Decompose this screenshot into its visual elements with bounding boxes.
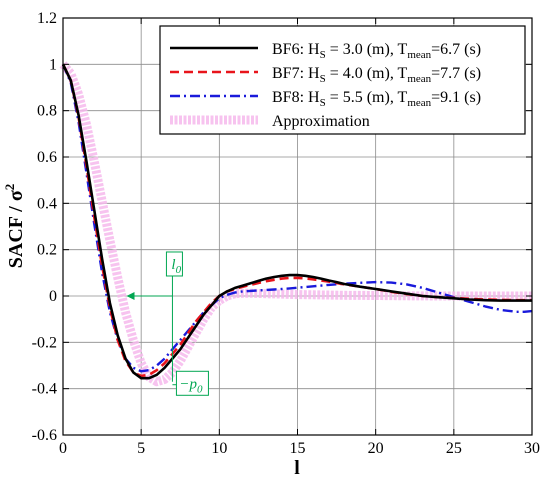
series-line-approximation bbox=[59, 61, 532, 387]
p0-label-sub: 0 bbox=[197, 383, 203, 395]
legend-label-bf6: BF6: HS = 3.0 (m), Tmean=6.7 (s) bbox=[272, 41, 481, 61]
legend-text-part: =6.7 (s) bbox=[431, 41, 481, 58]
legend-label-bf7: BF7: HS = 4.0 (m), Tmean=7.7 (s) bbox=[272, 65, 481, 85]
x-tick-label: 5 bbox=[137, 440, 145, 457]
legend-subscript: mean bbox=[407, 49, 431, 61]
y-tick-label: 0.2 bbox=[37, 242, 57, 259]
y-tick-label: 0 bbox=[49, 288, 57, 305]
legend-subscript: mean bbox=[407, 73, 431, 85]
legend-text-part: Approximation bbox=[272, 113, 370, 130]
l0-label-box bbox=[165, 251, 183, 277]
x-tick-label: 25 bbox=[446, 440, 462, 457]
y-tick-label: 1 bbox=[49, 56, 57, 73]
legend-text-part: BF7: H bbox=[272, 65, 320, 82]
y-axis-title-main: SACF / σ bbox=[5, 190, 27, 268]
legend-text-part: BF6: H bbox=[272, 41, 320, 58]
y-tick-label: -0.2 bbox=[32, 334, 57, 351]
x-tick-label: 10 bbox=[211, 440, 227, 457]
legend-subscript: mean bbox=[407, 97, 431, 109]
y-axis-title: SACF / σ2 bbox=[2, 184, 27, 268]
x-tick-label: 30 bbox=[524, 440, 540, 457]
annotation-layer: l0−p0 bbox=[126, 251, 209, 396]
l0-label-sub: 0 bbox=[176, 264, 182, 276]
y-tick-label: 0.6 bbox=[37, 149, 57, 166]
series-line-bf6 bbox=[61, 63, 532, 380]
p0-label-box bbox=[175, 370, 209, 396]
series-layer bbox=[59, 61, 533, 387]
legend-text-part: = 5.5 (m), T bbox=[326, 89, 408, 106]
legend-label-approximation: Approximation bbox=[272, 113, 370, 130]
legend-text-part: = 4.0 (m), T bbox=[326, 65, 408, 82]
y-axis-title-exp: 2 bbox=[2, 184, 17, 191]
y-tick-label: -0.6 bbox=[32, 427, 57, 444]
x-tick-label: 0 bbox=[59, 440, 67, 457]
legend-text-part: BF8: H bbox=[272, 89, 320, 106]
l0-label: l0 bbox=[171, 257, 181, 276]
legend-text-part: =9.1 (s) bbox=[431, 89, 481, 106]
x-tick-label: 15 bbox=[290, 440, 306, 457]
y-tick-label: 0.8 bbox=[37, 103, 57, 120]
x-axis-title: l bbox=[294, 457, 300, 479]
legend-subscript: S bbox=[320, 49, 326, 61]
legend-subscript: S bbox=[320, 97, 326, 109]
y-tick-label: -0.4 bbox=[32, 381, 57, 398]
legend-subscript: S bbox=[320, 73, 326, 85]
x-tick-label: 20 bbox=[368, 440, 384, 457]
axis-ticks: 0 5 10 15 20 25 30 1.2 1 0.8 0.6 0.4 0.2 0 -0.2 -0.4 -0.… bbox=[32, 10, 540, 457]
legend: BF6: HS = 3.0 (m), Tmean=6.7 (s)BF7: HS … bbox=[159, 25, 526, 135]
y-tick-label: 0.4 bbox=[37, 195, 57, 212]
y-tick-label: 1.2 bbox=[37, 10, 57, 27]
legend-label-bf8: BF8: HS = 5.5 (m), Tmean=9.1 (s) bbox=[272, 89, 481, 109]
legend-text-part: =7.7 (s) bbox=[431, 65, 481, 82]
legend-text-part: = 3.0 (m), T bbox=[326, 41, 408, 58]
